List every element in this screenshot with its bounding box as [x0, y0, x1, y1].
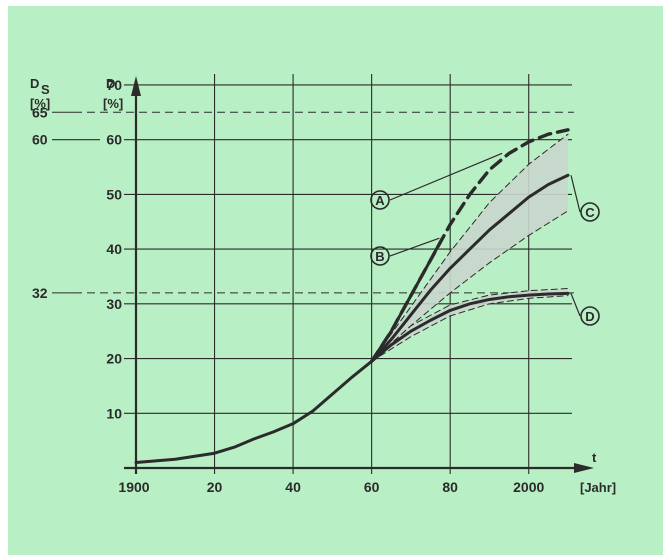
marker-label-A: A	[375, 193, 385, 208]
marker-leader-D	[570, 293, 581, 317]
series-line-D_band_upper	[371, 288, 569, 362]
secondary-axis-label: D	[30, 76, 39, 91]
marker-circle-D	[580, 306, 600, 326]
x-axis-label: t	[592, 450, 597, 465]
x-axis-unit: [Jahr]	[580, 480, 616, 495]
y-axis-unit: [%]	[103, 96, 123, 111]
marker-label-D: D	[585, 309, 594, 324]
y-tick-label-30: 30	[106, 296, 122, 312]
secondary-axis-unit: [%]	[30, 96, 50, 111]
marker-circle-B	[370, 246, 390, 266]
marker-label-B: B	[375, 249, 384, 264]
y-tick-label-70: 70	[106, 77, 122, 93]
y-axis-label: D	[106, 76, 115, 91]
series-line-C	[370, 173, 570, 363]
marker-label-C: C	[585, 205, 595, 220]
x-tick-label-1940: 40	[285, 479, 301, 495]
x-tick-label-1980: 80	[442, 479, 458, 495]
y-tick-label-40: 40	[106, 241, 122, 257]
series-line-history	[134, 359, 374, 465]
marker-circle-A	[370, 190, 390, 210]
y-axis-arrow	[131, 76, 141, 96]
secondary-axis-label-sub: S	[41, 82, 50, 97]
marker-circle-C	[580, 202, 600, 222]
x-tick-label-1900: 1900	[118, 479, 149, 495]
secondary-tick-label-60: 60	[32, 132, 48, 148]
marker-leader-C	[570, 175, 581, 213]
y-tick-label-60: 60	[106, 132, 122, 148]
x-tick-label-1960: 60	[364, 479, 380, 495]
chart-panel: 10 20 30 40 50 60 70 1900 20 40 60 80 2000 65 60 32 t [Ja…	[8, 6, 663, 555]
series-line-D_band_lower	[371, 295, 569, 362]
x-tick-label-2000: 2000	[513, 479, 544, 495]
series-line-D	[370, 291, 570, 363]
y-tick-label-50: 50	[106, 186, 122, 202]
y-tick-label-20: 20	[106, 351, 122, 367]
marker-leader-A	[389, 152, 503, 201]
line-chart: 10 20 30 40 50 60 70 1900 20 40 60 80 2000 65 60 32 t [Ja…	[30, 74, 616, 495]
secondary-tick-label-32: 32	[32, 285, 48, 301]
x-tick-label-1920: 20	[207, 479, 223, 495]
series-line-C_band_upper	[371, 133, 569, 362]
series-line-B	[370, 236, 444, 363]
secondary-tick-label-65: 65	[32, 104, 48, 120]
y-tick-label-10: 10	[106, 405, 122, 421]
marker-leader-B	[389, 237, 440, 257]
x-axis-arrow	[574, 463, 594, 473]
